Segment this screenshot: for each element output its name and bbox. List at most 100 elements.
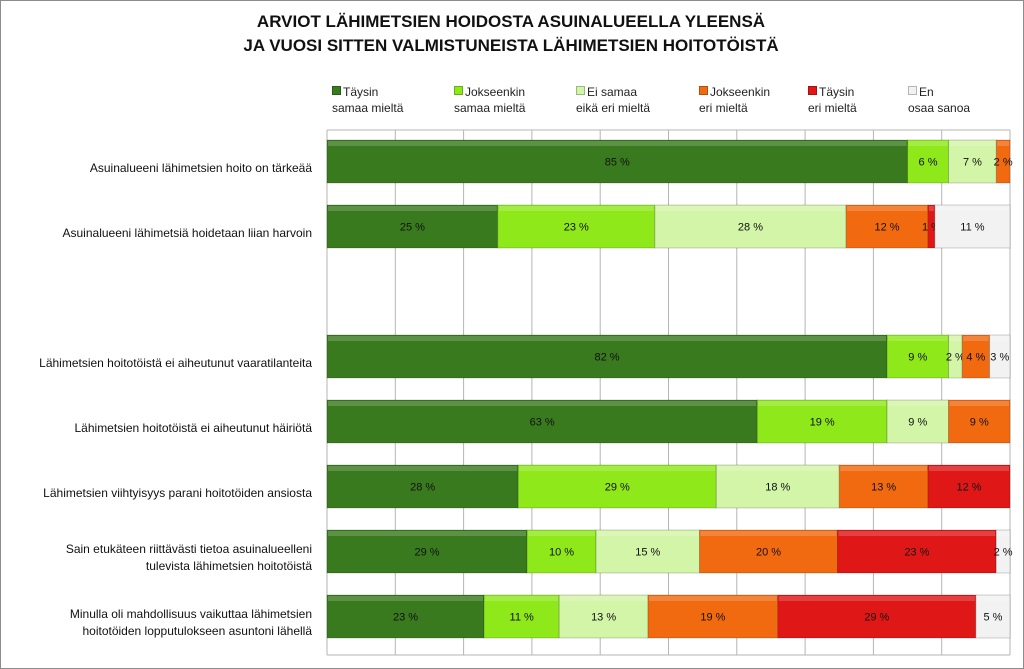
- data-label: 23 %: [393, 612, 418, 624]
- legend-label: eri mieltä: [808, 101, 857, 115]
- bar-segment: [326, 204, 499, 249]
- data-label: 7 %: [963, 157, 982, 169]
- bar-segment-highlight: [655, 206, 846, 211]
- bar-segment: [326, 464, 519, 509]
- chart-title: ARVIOT LÄHIMETSIEN HOIDOSTA ASUINALUEELL…: [0, 10, 1022, 58]
- bar-segment: [654, 204, 847, 249]
- bar-segment-highlight: [700, 531, 837, 536]
- bar-segment: [558, 594, 649, 639]
- bar-segment-highlight: [498, 206, 654, 211]
- bar-segment: [886, 399, 950, 444]
- bar-segment: [326, 334, 888, 379]
- bar-segment: [517, 464, 717, 509]
- bar-segment-highlight: [485, 596, 559, 601]
- category-label-line2: tulevista lähimetsien hoitotöistä: [145, 559, 312, 573]
- data-label: 85 %: [605, 157, 630, 169]
- data-label: 29 %: [605, 482, 630, 494]
- bar-segment: [995, 139, 1011, 184]
- legend-label: Jokseenkin: [710, 85, 771, 99]
- category-label: Lähimetsien viihtyisyys parani hoitotöid…: [43, 486, 312, 500]
- bar-segment: [907, 139, 950, 184]
- legend-swatch: [454, 86, 463, 95]
- data-label: 12 %: [875, 222, 900, 234]
- bar-segment: [483, 594, 560, 639]
- bar-segment-highlight: [888, 401, 948, 406]
- data-label: 23 %: [564, 222, 589, 234]
- bar-segment-highlight: [528, 531, 596, 536]
- data-label: 15 %: [635, 547, 660, 559]
- bar-segment: [838, 464, 929, 509]
- bar-segment-highlight: [990, 336, 1009, 341]
- bar-segment: [975, 594, 1011, 639]
- data-label: 13 %: [591, 612, 616, 624]
- bar-segment-highlight: [328, 531, 527, 536]
- bar-segment: [927, 464, 1011, 509]
- bar-segment-highlight: [949, 336, 962, 341]
- legend-label: eikä eri mieltä: [576, 101, 651, 115]
- category-label-line2: hoitotöiden lopputulokseen asuntoni lähe…: [82, 624, 312, 638]
- legend-label: Jokseenkin: [465, 85, 526, 99]
- bar-segment: [715, 464, 840, 509]
- bar-segment: [886, 334, 950, 379]
- bar-segment-highlight: [976, 596, 1009, 601]
- legend-label: eri mieltä: [699, 101, 748, 115]
- bar-segment-highlight: [597, 531, 699, 536]
- data-label: 29 %: [864, 612, 889, 624]
- bar-segment-highlight: [949, 401, 1009, 406]
- chart-title-line1: ARVIOT LÄHIMETSIEN HOIDOSTA ASUINALUEELL…: [256, 12, 766, 31]
- category-label: Asuinalueeni lähimetsien hoito on tärkeä…: [89, 161, 312, 175]
- data-label: 28 %: [738, 222, 763, 234]
- bar-segment-highlight: [847, 206, 928, 211]
- legend-swatch: [576, 86, 585, 95]
- data-label: 9 %: [908, 417, 927, 429]
- data-label: 63 %: [530, 417, 555, 429]
- legend-label: Ei samaa: [587, 85, 638, 99]
- bar-segment-highlight: [997, 141, 1009, 146]
- bar-segment: [699, 529, 839, 574]
- data-label: 9 %: [908, 352, 927, 364]
- legend-swatch: [808, 86, 817, 95]
- bar-segment: [326, 594, 485, 639]
- data-label: 23 %: [904, 547, 929, 559]
- data-label: 10 %: [549, 547, 574, 559]
- bar-segment: [777, 594, 977, 639]
- bar-segment-highlight: [328, 141, 907, 146]
- category-label: Lähimetsien hoitotöistä ei aiheutunut va…: [39, 356, 312, 370]
- bar-segment-highlight: [328, 336, 887, 341]
- data-label: 2 %: [946, 352, 965, 364]
- category-label: Sain etukäteen riittävästi tietoa asuina…: [10, 541, 312, 575]
- data-label: 25 %: [400, 222, 425, 234]
- bar-segment-highlight: [560, 596, 648, 601]
- bar-segment-highlight: [929, 466, 1009, 471]
- bar-segment: [948, 399, 1011, 444]
- bar-segment: [526, 529, 597, 574]
- chart-title-line2: JA VUOSI SITTEN VALMISTUNEISTA LÄHIMETSI…: [243, 36, 779, 55]
- legend-swatch: [332, 86, 341, 95]
- bar-segment: [326, 139, 909, 184]
- bar-segment-highlight: [935, 206, 1009, 211]
- data-label: 2 %: [994, 547, 1013, 559]
- bar-segment-highlight: [649, 596, 777, 601]
- data-label: 4 %: [966, 352, 985, 364]
- bar-segment: [948, 139, 997, 184]
- data-label: 11 %: [960, 222, 984, 234]
- data-label: 19 %: [700, 612, 725, 624]
- data-label: 5 %: [983, 612, 1002, 624]
- data-label: 12 %: [956, 482, 981, 494]
- legend-item-jokseenkin-samaa: Jokseenkin samaa mieltä: [454, 84, 525, 116]
- data-label: 2 %: [994, 157, 1013, 169]
- bar-segment-highlight: [519, 466, 716, 471]
- legend-label: En: [919, 85, 934, 99]
- data-label: 13 %: [871, 482, 896, 494]
- legend-label: samaa mieltä: [332, 101, 404, 115]
- bar-segment: [647, 594, 779, 639]
- bar-segment-highlight: [888, 336, 948, 341]
- bar-segment: [934, 204, 1011, 249]
- data-label: 11 %: [510, 612, 534, 624]
- legend-swatch: [699, 86, 708, 95]
- data-label: 20 %: [756, 547, 781, 559]
- category-label: Minulla oli mahdollisuus vaikuttaa lähim…: [10, 606, 312, 640]
- bar-segment-highlight: [963, 336, 989, 341]
- bar-segment: [837, 529, 997, 574]
